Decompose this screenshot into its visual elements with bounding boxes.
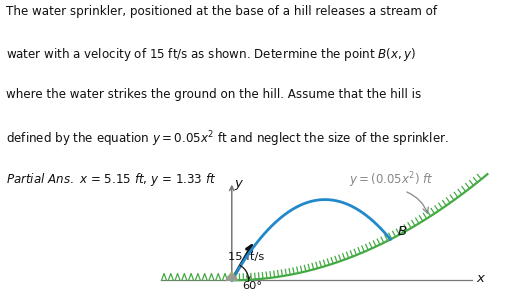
Text: $y = (0.05x^2)$ ft: $y = (0.05x^2)$ ft — [349, 171, 434, 191]
Text: 15 ft/s: 15 ft/s — [228, 252, 264, 262]
Text: y: y — [234, 177, 242, 190]
Text: B: B — [398, 225, 407, 238]
Text: water with a velocity of 15 ft/s as shown. Determine the point $B(x, y)$: water with a velocity of 15 ft/s as show… — [6, 46, 417, 63]
Text: The water sprinkler, positioned at the base of a hill releases a stream of: The water sprinkler, positioned at the b… — [6, 5, 438, 18]
Polygon shape — [227, 275, 237, 280]
Text: x: x — [477, 272, 484, 285]
Text: where the water strikes the ground on the hill. Assume that the hill is: where the water strikes the ground on th… — [6, 88, 422, 101]
Text: defined by the equation $y = 0.05x^2$ ft and neglect the size of the sprinkler.: defined by the equation $y = 0.05x^2$ ft… — [6, 129, 449, 149]
Text: $\mathit{Partial\ Ans.}$ $x$ = 5.15 $\mathit{ft}$, $y$ = 1.33 $\mathit{ft}$: $\mathit{Partial\ Ans.}$ $x$ = 5.15 $\ma… — [6, 171, 217, 188]
Polygon shape — [226, 272, 237, 280]
Text: 60°: 60° — [243, 281, 263, 291]
